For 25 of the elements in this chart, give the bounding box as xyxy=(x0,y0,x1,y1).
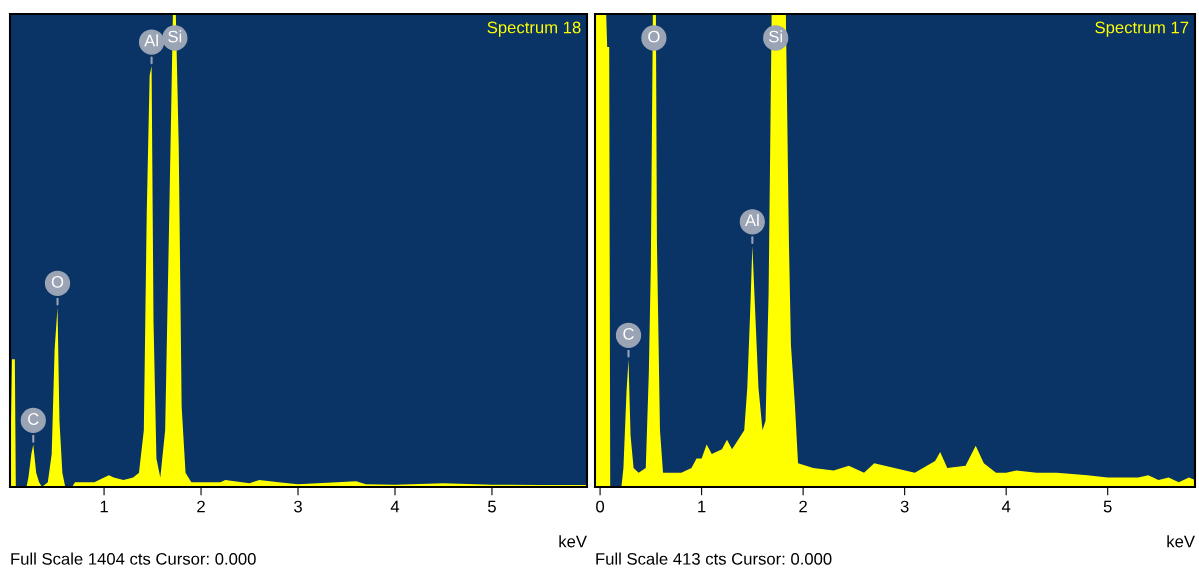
x-tick-label: 3 xyxy=(900,500,909,513)
x-tick-label: 2 xyxy=(197,500,205,513)
x-tick-label: 4 xyxy=(1001,500,1011,513)
x-tick-label: 0 xyxy=(596,500,605,513)
x-axis-title: keV xyxy=(1167,535,1195,548)
annotation: O xyxy=(648,30,660,43)
text: Full Scale 1404 cts Cursor: 0.000 xyxy=(11,552,256,565)
text: Full Scale 413 cts Cursor: 0.000 xyxy=(596,552,832,565)
annotation: Si xyxy=(769,30,782,43)
annotation: Al xyxy=(144,34,158,47)
x-tick-label: 2 xyxy=(799,500,807,513)
x-tick-label: 5 xyxy=(1103,500,1112,513)
x-tick-label: 3 xyxy=(294,500,302,513)
annotation: C xyxy=(623,327,634,340)
x-tick-label: 1 xyxy=(100,500,108,513)
chart-title: Spectrum 17 xyxy=(1095,21,1189,37)
chart-title: Spectrum 18 xyxy=(487,21,581,37)
annotation: O xyxy=(51,275,64,288)
annotation: Al xyxy=(744,214,759,227)
x-tick-label: 1 xyxy=(698,500,706,513)
x-axis-title: keV xyxy=(559,535,587,548)
x-tick-label: 4 xyxy=(390,500,400,513)
annotation: Si xyxy=(168,30,182,43)
x-tick-label: 5 xyxy=(488,500,496,513)
annotation: C xyxy=(28,413,39,425)
